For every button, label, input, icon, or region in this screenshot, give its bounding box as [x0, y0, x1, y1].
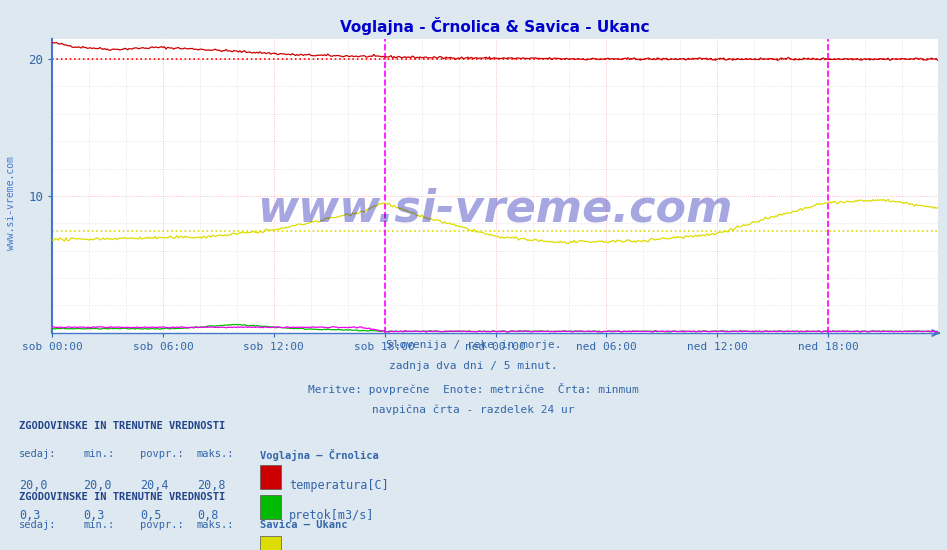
Title: Voglajna - Črnolica & Savica - Ukanc: Voglajna - Črnolica & Savica - Ukanc	[340, 16, 650, 35]
Text: maks.:: maks.:	[197, 520, 235, 530]
Text: pretok[m3/s]: pretok[m3/s]	[289, 509, 374, 522]
Text: navpična črta - razdelek 24 ur: navpična črta - razdelek 24 ur	[372, 404, 575, 415]
Text: ZGODOVINSKE IN TRENUTNE VREDNOSTI: ZGODOVINSKE IN TRENUTNE VREDNOSTI	[19, 421, 225, 431]
FancyBboxPatch shape	[260, 465, 281, 489]
Text: 0,8: 0,8	[197, 509, 219, 522]
Text: sedaj:: sedaj:	[19, 449, 57, 459]
Text: min.:: min.:	[83, 449, 115, 459]
Text: Meritve: povprečne  Enote: metrične  Črta: minmum: Meritve: povprečne Enote: metrične Črta:…	[308, 383, 639, 395]
Text: povpr.:: povpr.:	[140, 449, 184, 459]
Text: Slovenija / reke in morje.: Slovenija / reke in morje.	[385, 340, 562, 350]
Text: ZGODOVINSKE IN TRENUTNE VREDNOSTI: ZGODOVINSKE IN TRENUTNE VREDNOSTI	[19, 492, 225, 502]
Text: maks.:: maks.:	[197, 449, 235, 459]
Text: 0,3: 0,3	[83, 509, 105, 522]
Text: temperatura[C]: temperatura[C]	[289, 479, 388, 492]
Text: www.si-vreme.com: www.si-vreme.com	[257, 188, 733, 230]
Text: zadnja dva dni / 5 minut.: zadnja dva dni / 5 minut.	[389, 361, 558, 371]
Text: 20,0: 20,0	[19, 479, 47, 492]
FancyBboxPatch shape	[260, 536, 281, 550]
Text: 20,8: 20,8	[197, 479, 225, 492]
Text: 0,5: 0,5	[140, 509, 162, 522]
Text: www.si-vreme.com: www.si-vreme.com	[7, 157, 16, 250]
Text: 20,4: 20,4	[140, 479, 169, 492]
Text: sedaj:: sedaj:	[19, 520, 57, 530]
Text: 0,3: 0,3	[19, 509, 41, 522]
FancyBboxPatch shape	[260, 496, 281, 519]
Text: min.:: min.:	[83, 520, 115, 530]
Text: Voglajna – Črnolica: Voglajna – Črnolica	[260, 449, 379, 461]
Text: povpr.:: povpr.:	[140, 520, 184, 530]
Text: Savica – Ukanc: Savica – Ukanc	[260, 520, 348, 530]
Text: 20,0: 20,0	[83, 479, 112, 492]
